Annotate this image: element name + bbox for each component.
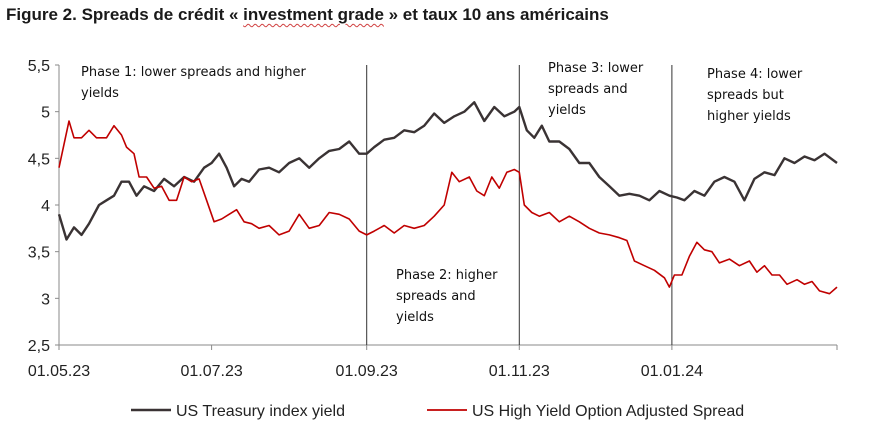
y-tick-label: 5	[41, 105, 50, 122]
x-tick-label: 01.11.23	[489, 363, 550, 380]
phase-1-annotation: Phase 1: lower spreads and higher yields	[81, 65, 307, 101]
y-tick-label: 2,5	[28, 338, 50, 355]
phase-annotation-line: spreads and	[396, 289, 476, 304]
series-line-high-yield-spread	[58, 120, 838, 295]
y-tick-label: 3	[41, 291, 50, 308]
title-suffix: » et taux 10 ans américains	[383, 5, 609, 24]
x-tick-label: 01.01.24	[641, 363, 703, 380]
legend-label-1: US Treasury index yield	[176, 403, 345, 420]
phase-2-annotation: Phase 2: higher spreads and yields	[396, 268, 498, 325]
phase-annotation-line: yields	[548, 103, 586, 118]
chart-title: Figure 2. Spreads de crédit « investment…	[6, 5, 609, 25]
phase-annotation-line: Phase 4: lower	[707, 67, 803, 82]
phase-annotation-line: spreads and	[548, 82, 628, 97]
phase-annotation-line: yields	[81, 86, 119, 101]
legend-label-2: US High Yield Option Adjusted Spread	[472, 403, 744, 420]
phase-annotation-line: Phase 3: lower	[548, 61, 644, 76]
phase-3-annotation: Phase 3: lower spreads and yields	[548, 61, 644, 118]
title-highlight: investment grade	[243, 5, 384, 24]
phase-annotation-line: spreads but	[707, 88, 784, 103]
title-prefix: Figure 2. Spreads de crédit «	[6, 5, 244, 24]
phase-annotation-line: yields	[396, 310, 434, 325]
phase-annotation-line: Phase 2: higher	[396, 268, 498, 283]
y-tick-label: 4,5	[28, 151, 50, 168]
y-tick-label: 5,5	[28, 58, 50, 75]
x-tick-label: 01.05.23	[28, 363, 90, 380]
phase-annotation-line: higher yields	[707, 109, 791, 124]
phase-annotation-line: Phase 1: lower spreads and higher	[81, 65, 307, 80]
y-tick-label: 4	[41, 198, 50, 215]
series-line-treasury-yield	[57, 101, 838, 241]
phase-4-annotation: Phase 4: lower spreads but higher yields	[707, 67, 803, 124]
x-tick-label: 01.07.23	[180, 363, 242, 380]
x-tick-label: 01.09.23	[336, 363, 398, 380]
y-tick-label: 3,5	[28, 245, 50, 262]
